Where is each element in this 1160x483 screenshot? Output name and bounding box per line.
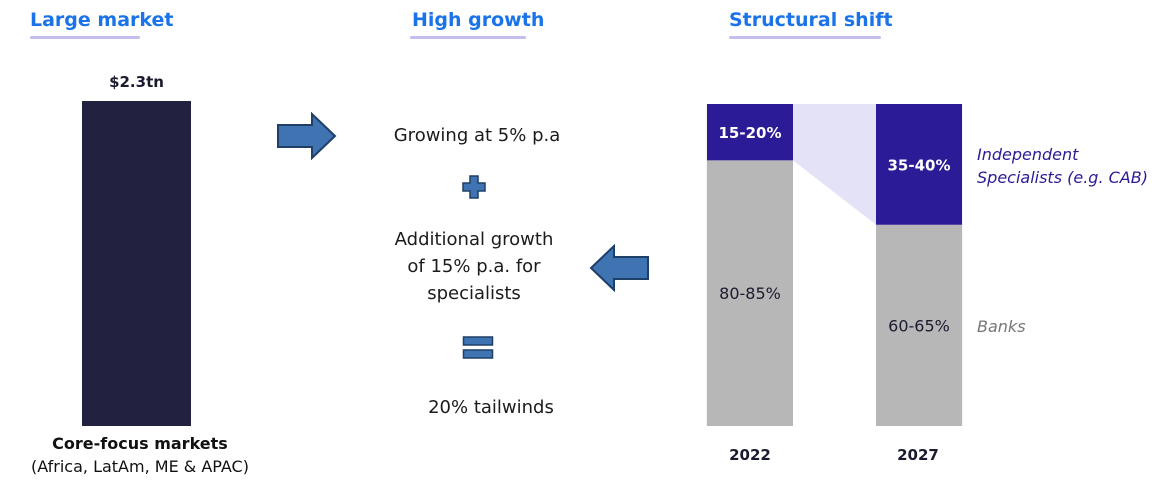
data-label-specialists-2022: 15-20% [718, 124, 781, 142]
arrow-left-icon [589, 244, 649, 292]
market-size-value: $2.3tn [109, 73, 164, 91]
bar-specialists-2027 [876, 104, 962, 225]
data-label-banks-2027: 60-65% [888, 316, 950, 335]
heading-high-growth: High growth [412, 9, 545, 31]
growth-total: 20% tailwinds [428, 397, 554, 418]
bar-banks-2022 [707, 160, 793, 426]
legend-specialists: Independent Specialists (e.g. CAB) [977, 143, 1148, 189]
market-size-bar [82, 101, 191, 426]
shift-connector [793, 104, 876, 225]
legend-specialists-line: Independent [977, 145, 1079, 164]
growth-specialist-line: of 15% p.a. for [407, 256, 541, 277]
growth-specialist-rate: Additional growth of 15% p.a. for specia… [324, 226, 624, 307]
equals-icon [462, 336, 494, 359]
x-tick-label-2027: 2027 [897, 446, 939, 464]
bar-specialists-2022 [707, 104, 793, 161]
market-caption-regions: (Africa, LatAm, ME & APAC) [31, 457, 249, 476]
x-tick-label-2022: 2022 [729, 446, 771, 464]
growth-base-rate: Growing at 5% p.a [393, 125, 561, 146]
heading-underline [30, 36, 140, 39]
plus-icon [462, 175, 486, 199]
data-label-banks-2022: 80-85% [719, 284, 781, 303]
heading-underline [729, 36, 881, 39]
market-caption-title: Core-focus markets [52, 434, 228, 453]
heading-large-market: Large market [30, 9, 174, 31]
heading-structural-shift: Structural shift [729, 9, 893, 31]
market-caption: Core-focus markets (Africa, LatAm, ME & … [0, 432, 280, 478]
growth-specialist-line: Additional growth [394, 229, 554, 250]
bar-banks-2027 [876, 224, 962, 426]
structural-shift-chart: 15-20% 80-85% 35-40% 60-65% [706, 104, 963, 426]
growth-specialist-line: specialists [427, 283, 521, 304]
data-label-specialists-2027: 35-40% [887, 156, 950, 174]
legend-banks: Banks [977, 317, 1026, 336]
heading-underline [410, 36, 526, 39]
arrow-right-icon [277, 112, 337, 160]
legend-specialists-line: Specialists (e.g. CAB) [977, 168, 1148, 187]
